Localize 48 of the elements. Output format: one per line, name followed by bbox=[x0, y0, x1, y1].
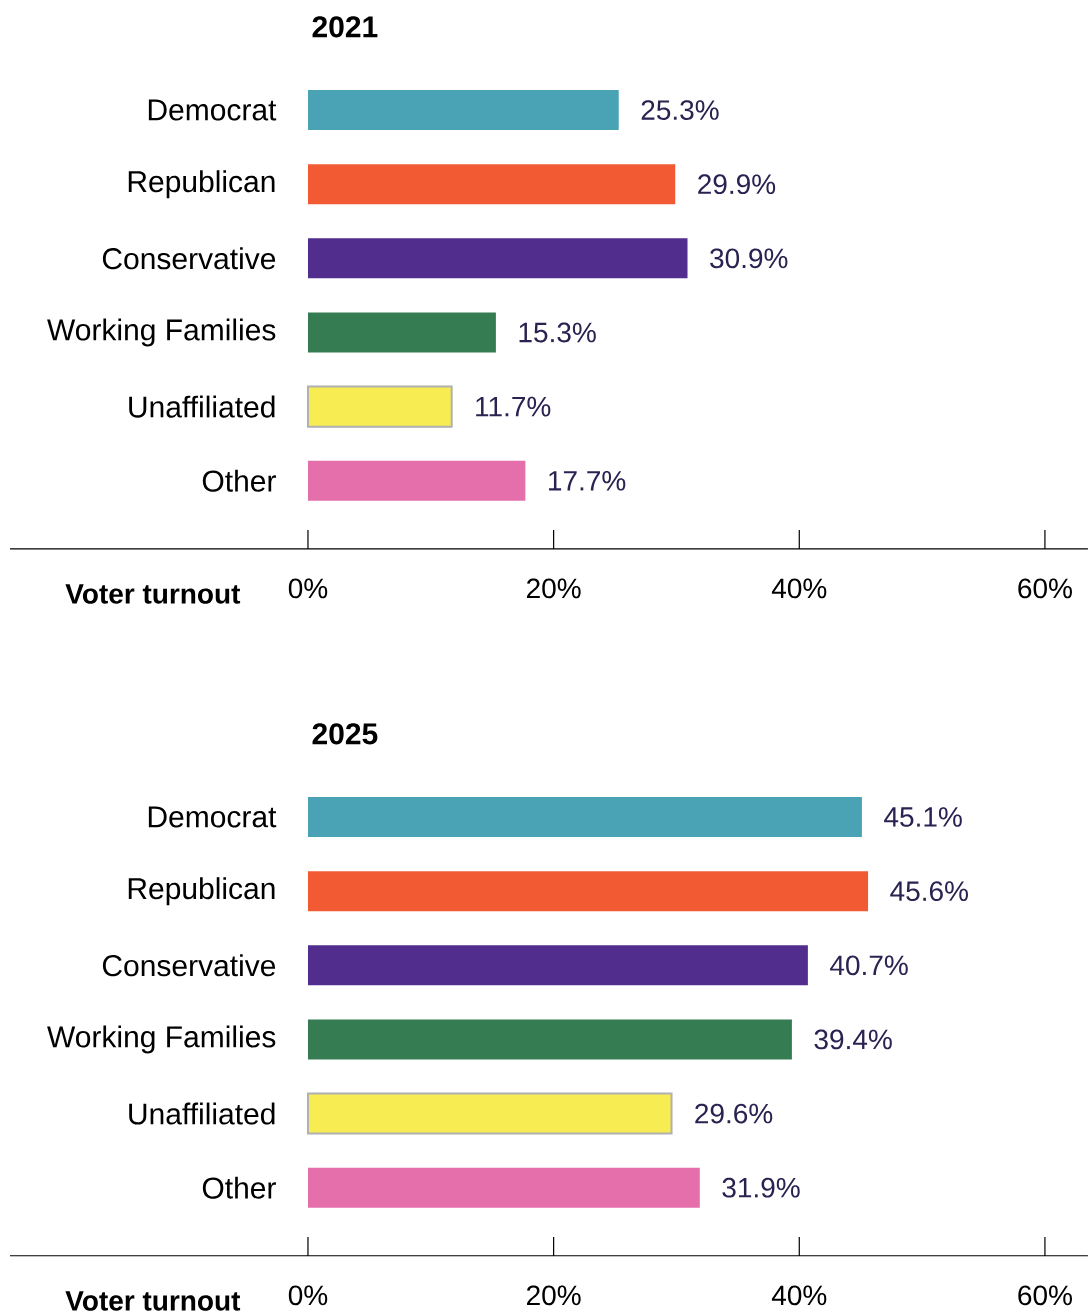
x-tick-label: 20% bbox=[527, 1285, 581, 1306]
x-axis-title: Voter turnout bbox=[65, 584, 241, 604]
data-label: 29.6% bbox=[695, 1103, 773, 1124]
y-tick-label: Conservative bbox=[102, 247, 276, 270]
y-tick-label: Republican bbox=[128, 877, 275, 906]
y-tick-label: Unaffiliated bbox=[129, 1102, 275, 1125]
y-tick-label: Republican bbox=[128, 170, 275, 199]
bar bbox=[308, 460, 526, 501]
data-label: 31.9% bbox=[722, 1177, 800, 1198]
data-label: 40.7% bbox=[830, 955, 908, 976]
bar bbox=[308, 90, 619, 131]
data-label: 15.3% bbox=[519, 322, 596, 343]
x-tick-label: 0% bbox=[288, 1285, 328, 1306]
data-label: 30.9% bbox=[710, 248, 788, 269]
bar bbox=[308, 797, 862, 838]
bar bbox=[307, 1092, 673, 1135]
x-tick-label: 60% bbox=[1018, 1285, 1072, 1306]
bar bbox=[308, 871, 869, 912]
y-tick-label: Democrat bbox=[148, 806, 277, 828]
y-tick-label: Other bbox=[202, 1176, 276, 1199]
chart-title: 2021 bbox=[312, 16, 378, 38]
bar bbox=[308, 312, 496, 353]
y-tick-label: Other bbox=[202, 469, 276, 492]
bar bbox=[307, 385, 453, 428]
x-tick-label: 40% bbox=[771, 578, 827, 599]
y-tick-label: Democrat bbox=[148, 99, 277, 121]
bar bbox=[308, 1167, 700, 1208]
data-label: 45.6% bbox=[890, 881, 969, 902]
bar bbox=[308, 164, 676, 205]
x-tick-label: 0% bbox=[288, 578, 328, 599]
x-tick-label: 60% bbox=[1018, 578, 1072, 599]
x-tick-label: 40% bbox=[771, 1285, 827, 1306]
data-label: 11.7% bbox=[476, 396, 551, 417]
x-axis-title: Voter turnout bbox=[65, 1291, 241, 1311]
data-label: 39.4% bbox=[814, 1029, 892, 1050]
chart-title: 2025 bbox=[312, 723, 378, 745]
bar bbox=[308, 1019, 792, 1060]
bar bbox=[308, 238, 688, 279]
y-tick-label: Working Families bbox=[47, 1025, 276, 1054]
data-label: 25.3% bbox=[641, 100, 719, 120]
y-tick-label: Working Families bbox=[47, 318, 276, 347]
data-label: 45.1% bbox=[884, 807, 962, 827]
bar bbox=[308, 945, 808, 986]
y-tick-label: Conservative bbox=[102, 954, 276, 977]
y-tick-label: Unaffiliated bbox=[129, 395, 275, 418]
data-label: 29.9% bbox=[698, 174, 776, 195]
data-label: 17.7% bbox=[549, 470, 626, 491]
x-tick-label: 20% bbox=[527, 578, 581, 599]
